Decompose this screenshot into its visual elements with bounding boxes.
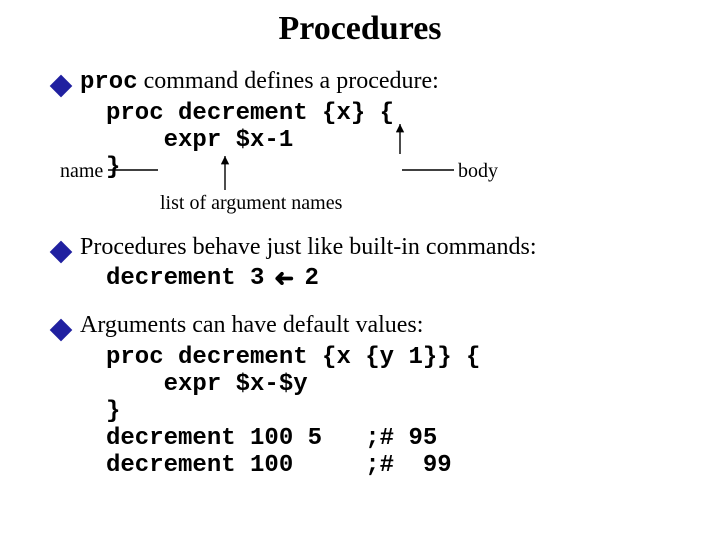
bullet2-example: decrement 3 ➜ 2 [106, 264, 319, 293]
bullet2-lead: Procedures behave just like built-in com… [80, 234, 537, 261]
bullet-diamond-icon [50, 319, 73, 342]
page-title: Procedures [0, 10, 720, 48]
bullet-diamond-icon [50, 75, 73, 98]
bullet1-lead: proc command defines a procedure: [80, 68, 439, 96]
bullet1-lead-text: command defines a procedure: [138, 68, 439, 94]
slide: Procedures proc command defines a proced… [0, 0, 720, 540]
bullet1-lead-code: proc [80, 69, 138, 96]
anno-args: list of argument names [160, 192, 342, 215]
bullet3-lead: Arguments can have default values: [80, 312, 423, 339]
bullet1-code: proc decrement {x} { expr $x-1 } [106, 100, 394, 181]
anno-name: name [60, 160, 103, 183]
bullet3-code: proc decrement {x {y 1}} { expr $x-$y } … [106, 344, 480, 479]
bullet2-example-result: 2 [305, 265, 319, 292]
result-arrow-icon: ➜ [274, 264, 294, 293]
anno-body: body [458, 160, 498, 183]
bullet2-example-code: decrement 3 [106, 265, 264, 292]
bullet-diamond-icon [50, 241, 73, 264]
